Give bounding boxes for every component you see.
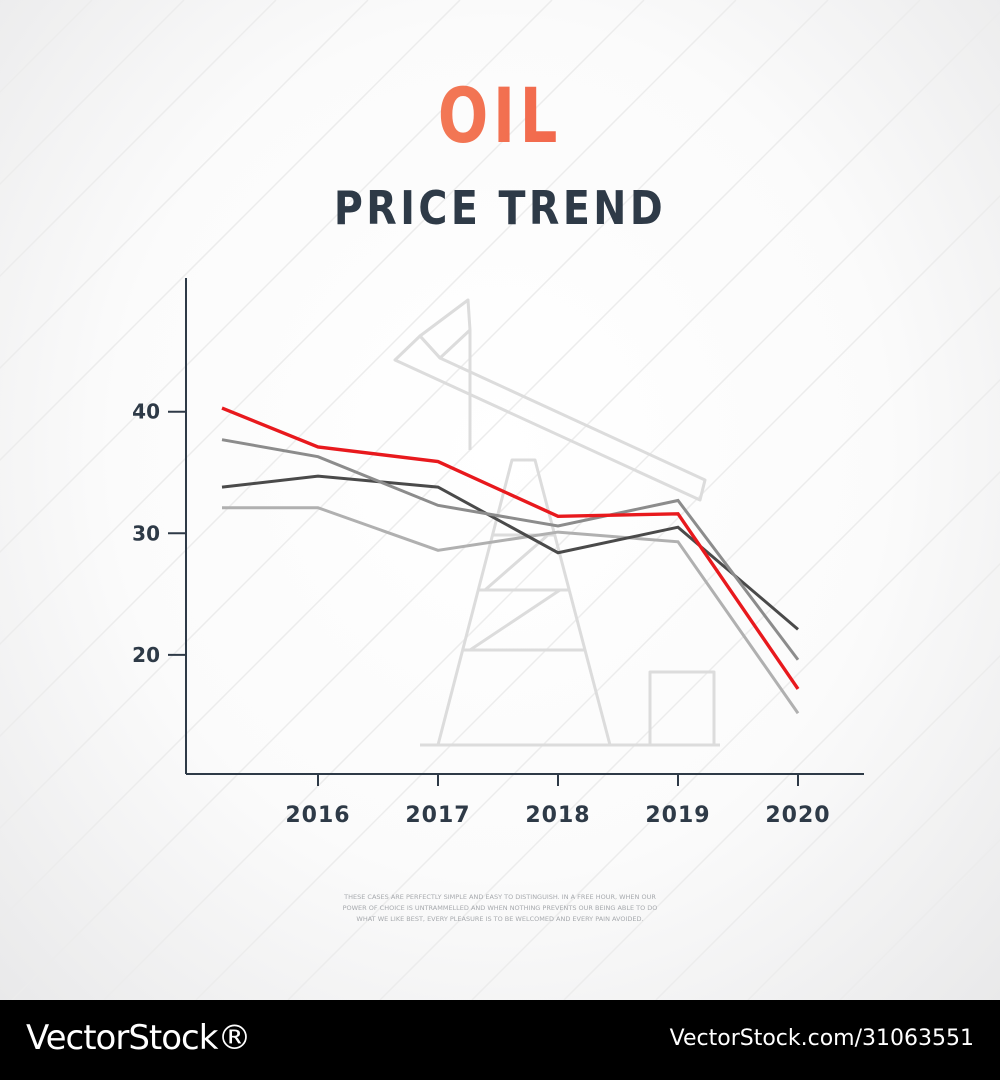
fine-print-text: THESE CASES ARE PERFECTLY SIMPLE AND EAS… (342, 893, 658, 923)
y-tick-label: 20 (132, 643, 160, 667)
x-tick-label: 2016 (285, 803, 350, 828)
footer-image-id: VectorStock.com/31063551 (669, 1026, 974, 1051)
series-group (221, 406, 800, 715)
chart-title: OIL (110, 78, 890, 154)
y-tick-label: 30 (132, 521, 160, 545)
footer-bar: VectorStock® VectorStock.com/31063551 (0, 1000, 1000, 1080)
line-chart: 20 30 40 2016 2017 2018 2019 2020 (132, 278, 864, 828)
x-tick-label: 2017 (405, 803, 470, 828)
footer-brand: VectorStock® (26, 1018, 251, 1058)
series-line-4 (222, 506, 800, 715)
chart-axes (185, 278, 864, 775)
oil-pumpjack-icon (393, 298, 720, 747)
series-line-3 (221, 474, 799, 631)
x-tick-label: 2018 (525, 803, 590, 828)
background-pattern (0, 0, 1000, 1000)
axis-ticks: 20 30 40 2016 2017 2018 2019 2020 (132, 400, 830, 828)
series-line-1 (221, 406, 800, 690)
poster: OIL PRICE TREND 20 30 40 2016 2017 2018 2019 20… (0, 0, 1000, 1000)
y-tick-label: 40 (132, 400, 160, 424)
x-tick-label: 2020 (765, 803, 830, 828)
x-tick-label: 2019 (645, 803, 710, 828)
chart-subtitle: PRICE TREND (333, 181, 667, 235)
series-line-2 (221, 438, 800, 661)
